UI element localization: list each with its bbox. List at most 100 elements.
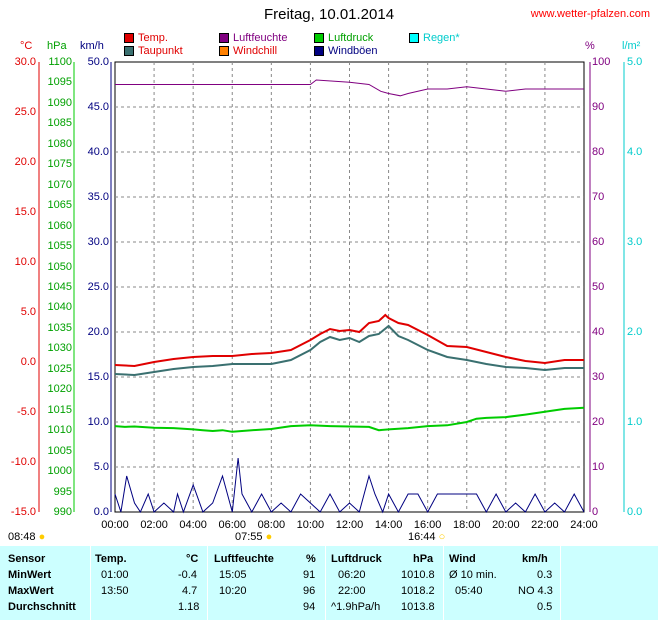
temp-tick-label: 15.0 xyxy=(14,206,36,218)
pressure-tick-label: 995 xyxy=(53,485,72,498)
x-tick-label: 02:00 xyxy=(140,519,168,531)
row-label: MaxWert xyxy=(8,585,54,597)
cell-hum-val: 94 xyxy=(303,601,316,613)
sun-icon: ● xyxy=(265,531,273,543)
legend-temp: Temp. xyxy=(124,32,168,44)
pressure-tick-label: 1035 xyxy=(47,321,72,334)
temp-tick-label: -15.0 xyxy=(10,506,36,518)
wind-tick-label: 50.0 xyxy=(87,56,109,68)
pressure-tick-label: 1080 xyxy=(47,137,72,150)
wind-tick-label: 15.0 xyxy=(87,371,109,383)
x-tick-label: 00:00 xyxy=(101,519,129,531)
legend-swatch-dewpoint xyxy=(124,46,134,56)
series-temp- xyxy=(114,313,584,368)
wind-tick-label: 5.0 xyxy=(93,461,109,473)
legend-swatch-rain xyxy=(409,33,419,43)
unit-pressure: hPa xyxy=(47,40,67,52)
legend-swatch-pressure xyxy=(314,33,324,43)
legend-swatch-humidity xyxy=(219,33,229,43)
humidity-tick-label: 0 xyxy=(592,506,599,518)
pressure-tick-label: 1095 xyxy=(47,76,72,89)
humidity-tick-label: 10 xyxy=(592,461,605,473)
x-tick-label: 08:00 xyxy=(257,519,286,531)
humidity-tick-label: 20 xyxy=(592,416,605,428)
pressure-tick-label: 1100 xyxy=(48,56,72,68)
row-label: Durchschnitt xyxy=(8,601,76,613)
wind-tick-label: 40.0 xyxy=(87,146,109,158)
legend-swatch-temp xyxy=(124,33,134,43)
rain-tick-label: 3.0 xyxy=(627,236,643,248)
legend-dewpoint: Taupunkt xyxy=(124,45,183,57)
pressure-tick-label: 1010 xyxy=(47,424,72,437)
pressure-tick-label: 1045 xyxy=(47,281,72,293)
legend-label-temp: Temp. xyxy=(138,32,168,44)
temp-tick-label: 30.0 xyxy=(14,56,36,68)
chart-title: Freitag, 10.01.2014 xyxy=(263,6,395,23)
legend-label-rain: Regen* xyxy=(423,32,460,44)
wind-tick-label: 20.0 xyxy=(87,326,109,338)
x-tick-label: 20:00 xyxy=(492,519,520,531)
cell-temp-time: 13:50 xyxy=(101,585,129,597)
x-tick-label: 14:00 xyxy=(374,519,403,531)
row-label: MinWert xyxy=(8,569,52,581)
cell-hum-val: 91 xyxy=(303,569,316,581)
pressure-tick-label: 1040 xyxy=(47,301,72,314)
series-taupunkt xyxy=(114,324,584,377)
legend-label-gusts: Windböen xyxy=(328,45,378,57)
cell-wind-val: NO 4.3 xyxy=(518,585,553,597)
unit-temp: °C xyxy=(20,40,33,52)
rain-tick-label: 2.0 xyxy=(627,326,643,338)
cell-wind-time: Ø 10 min. xyxy=(449,569,497,581)
x-tick-label: 06:00 xyxy=(218,519,247,531)
pressure-tick-label: 1050 xyxy=(47,260,72,273)
cell-press-time: 22:00 xyxy=(338,585,366,597)
sunrise-label: 07:55 ● xyxy=(235,531,273,543)
temp-tick-label: 20.0 xyxy=(14,156,36,168)
pressure-tick-label: 1025 xyxy=(47,362,72,375)
pressure-tick-label: 1020 xyxy=(47,383,72,396)
humidity-tick-label: 100 xyxy=(592,56,611,68)
humidity-tick-label: 70 xyxy=(592,191,605,203)
pressure-tick-label: 1055 xyxy=(47,240,72,253)
cell-temp-val: 4.7 xyxy=(182,585,198,597)
sunset-label: 16:44 ○ xyxy=(408,531,446,543)
pressure-tick-label: 1070 xyxy=(47,178,72,191)
pressure-tick-label: 1005 xyxy=(47,444,72,457)
wind-tick-label: 10.0 xyxy=(87,416,109,428)
pressure-tick-label: 1030 xyxy=(47,342,72,355)
cell-press-val: 1013.8 xyxy=(401,601,435,613)
pressure-tick-label: 1085 xyxy=(47,117,72,130)
wind-tick-label: 35.0 xyxy=(87,191,109,203)
series-windb-en xyxy=(114,457,585,514)
pressure-tick-label: 1075 xyxy=(47,158,72,171)
hdr-pressure: Luftdruck xyxy=(331,553,382,565)
temp-tick-label: 10.0 xyxy=(14,256,36,268)
legend-swatch-gusts xyxy=(314,46,324,56)
pressure-tick-label: 1090 xyxy=(47,96,72,109)
series-luftdruck xyxy=(114,406,585,433)
left-time-label: 08:48 ● xyxy=(8,531,46,543)
x-tick-label: 22:00 xyxy=(531,519,559,531)
cell-temp-time: 01:00 xyxy=(101,569,129,581)
rain-tick-label: 4.0 xyxy=(627,146,643,158)
legend-windchill: Windchill xyxy=(219,45,277,57)
rain-tick-label: 0.0 xyxy=(627,506,643,518)
x-tick-label: 24:00 xyxy=(570,519,598,531)
legend-pressure: Luftdruck xyxy=(314,32,373,44)
hdr-temp: Temp. xyxy=(95,553,127,565)
humidity-tick-label: 80 xyxy=(592,146,605,158)
legend-label-humidity: Luftfeuchte xyxy=(233,32,288,44)
pressure-tick-label: 1065 xyxy=(47,199,72,212)
hdr-sensor: Sensor xyxy=(8,553,46,565)
cell-wind-time: 05:40 xyxy=(455,585,483,597)
series-luftfeuchte xyxy=(115,79,584,97)
cell-temp-val: -0.4 xyxy=(178,569,197,581)
site-url[interactable]: www.wetter-pfalzen.com xyxy=(530,8,650,20)
x-tick-label: 04:00 xyxy=(179,519,207,531)
cell-press-trend: ^1.9hPa/h xyxy=(331,601,381,613)
pressure-tick-label: 1060 xyxy=(47,219,72,232)
cell-wind-val: 0.3 xyxy=(537,569,553,581)
pressure-tick-label: 1015 xyxy=(47,403,72,416)
temp-tick-label: -5.0 xyxy=(17,406,36,418)
temp-tick-label: 25.0 xyxy=(14,106,36,118)
